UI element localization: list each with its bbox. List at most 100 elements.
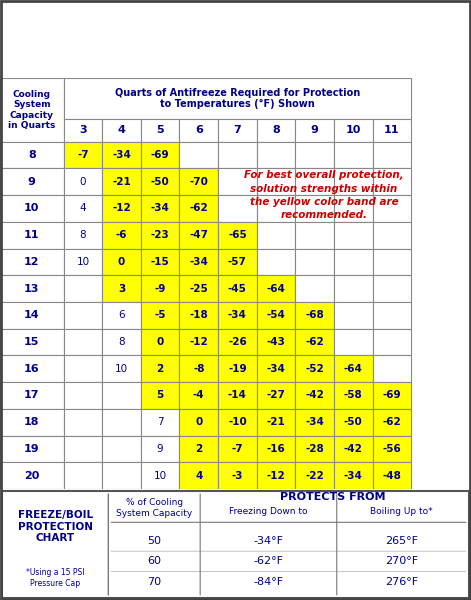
Text: PEAK® ANTIFREEZE & COOLANT MEANS: PEAK® ANTIFREEZE & COOLANT MEANS	[65, 14, 406, 29]
Text: -21: -21	[267, 417, 285, 427]
Text: % of Cooling
System Capacity: % of Cooling System Capacity	[116, 498, 192, 518]
Text: -50: -50	[151, 177, 170, 187]
Bar	[295, 382, 334, 409]
Bar	[218, 382, 257, 409]
Bar	[257, 409, 295, 436]
Bar	[141, 382, 179, 409]
Text: 8: 8	[80, 230, 86, 240]
Bar	[141, 248, 179, 275]
Text: For best overall protection,
solution strengths within
the yellow color band are: For best overall protection, solution st…	[244, 170, 404, 220]
Text: 15: 15	[24, 337, 40, 347]
Bar	[102, 119, 141, 142]
Bar	[179, 169, 218, 195]
Text: -27: -27	[267, 391, 285, 400]
Bar	[179, 119, 218, 142]
Bar	[295, 142, 334, 169]
Text: -42: -42	[305, 391, 324, 400]
Bar	[102, 462, 141, 489]
Bar	[218, 222, 257, 248]
Bar	[295, 222, 334, 248]
Text: -28: -28	[305, 444, 324, 454]
Text: 10: 10	[346, 125, 361, 136]
Bar	[334, 169, 373, 195]
Bar	[218, 142, 257, 169]
Bar	[0, 302, 64, 329]
Text: -12: -12	[189, 337, 208, 347]
Text: -52: -52	[305, 364, 324, 374]
Bar	[218, 409, 257, 436]
Bar	[141, 275, 179, 302]
Bar	[179, 329, 218, 355]
Bar	[179, 275, 218, 302]
Bar	[64, 382, 102, 409]
Bar	[334, 462, 373, 489]
Bar	[218, 275, 257, 302]
Bar	[257, 119, 295, 142]
Bar	[373, 275, 411, 302]
Bar	[334, 248, 373, 275]
Bar	[257, 355, 295, 382]
Text: 8: 8	[272, 125, 280, 136]
Text: 276°F: 276°F	[385, 577, 418, 587]
Text: 9: 9	[311, 125, 318, 136]
Bar	[373, 302, 411, 329]
Bar	[257, 275, 295, 302]
Bar	[64, 329, 102, 355]
Bar	[141, 329, 179, 355]
Bar	[295, 275, 334, 302]
Text: 3: 3	[79, 125, 87, 136]
Text: 8: 8	[28, 150, 36, 160]
Text: 50: 50	[147, 536, 161, 545]
Bar	[0, 78, 64, 142]
Bar	[179, 195, 218, 222]
Bar	[179, 462, 218, 489]
Bar	[373, 436, 411, 462]
Bar	[334, 436, 373, 462]
Bar	[257, 436, 295, 462]
Bar	[218, 195, 257, 222]
Text: 17: 17	[24, 391, 40, 400]
Text: -84°F: -84°F	[253, 577, 284, 587]
Bar	[102, 275, 141, 302]
Bar	[102, 142, 141, 169]
Text: 13: 13	[24, 284, 40, 293]
Text: 18: 18	[24, 417, 40, 427]
Bar	[0, 222, 64, 248]
Bar	[257, 329, 295, 355]
Bar	[257, 382, 295, 409]
Bar	[179, 355, 218, 382]
Text: -14: -14	[228, 391, 247, 400]
Bar	[0, 169, 64, 195]
Text: Quarts of Antifreeze Required for Protection
to Temperatures (°F) Shown: Quarts of Antifreeze Required for Protec…	[115, 88, 360, 109]
Bar	[373, 382, 411, 409]
Bar	[102, 248, 141, 275]
Text: 0: 0	[156, 337, 164, 347]
Text: -50: -50	[344, 417, 363, 427]
Bar	[257, 248, 295, 275]
Bar	[141, 169, 179, 195]
Bar	[257, 195, 295, 222]
Text: -42: -42	[344, 444, 363, 454]
Bar	[102, 409, 141, 436]
Text: 0: 0	[118, 257, 125, 267]
Bar	[102, 382, 141, 409]
Bar	[102, 302, 141, 329]
Text: -62°F: -62°F	[253, 556, 284, 566]
Text: -21: -21	[112, 177, 131, 187]
Text: -68: -68	[305, 310, 324, 320]
Text: -34: -34	[267, 364, 285, 374]
Text: -70: -70	[189, 177, 208, 187]
Bar	[179, 436, 218, 462]
Text: -12: -12	[267, 470, 285, 481]
Text: -64: -64	[344, 364, 363, 374]
Bar	[373, 119, 411, 142]
Bar	[218, 462, 257, 489]
Bar	[334, 382, 373, 409]
Text: 16: 16	[24, 364, 40, 374]
Bar	[257, 142, 295, 169]
Text: 0: 0	[80, 177, 86, 187]
Bar	[64, 355, 102, 382]
Text: -7: -7	[77, 150, 89, 160]
Text: *Using a 15 PSI
Pressure Cap: *Using a 15 PSI Pressure Cap	[26, 568, 85, 587]
Text: -9: -9	[154, 284, 166, 293]
